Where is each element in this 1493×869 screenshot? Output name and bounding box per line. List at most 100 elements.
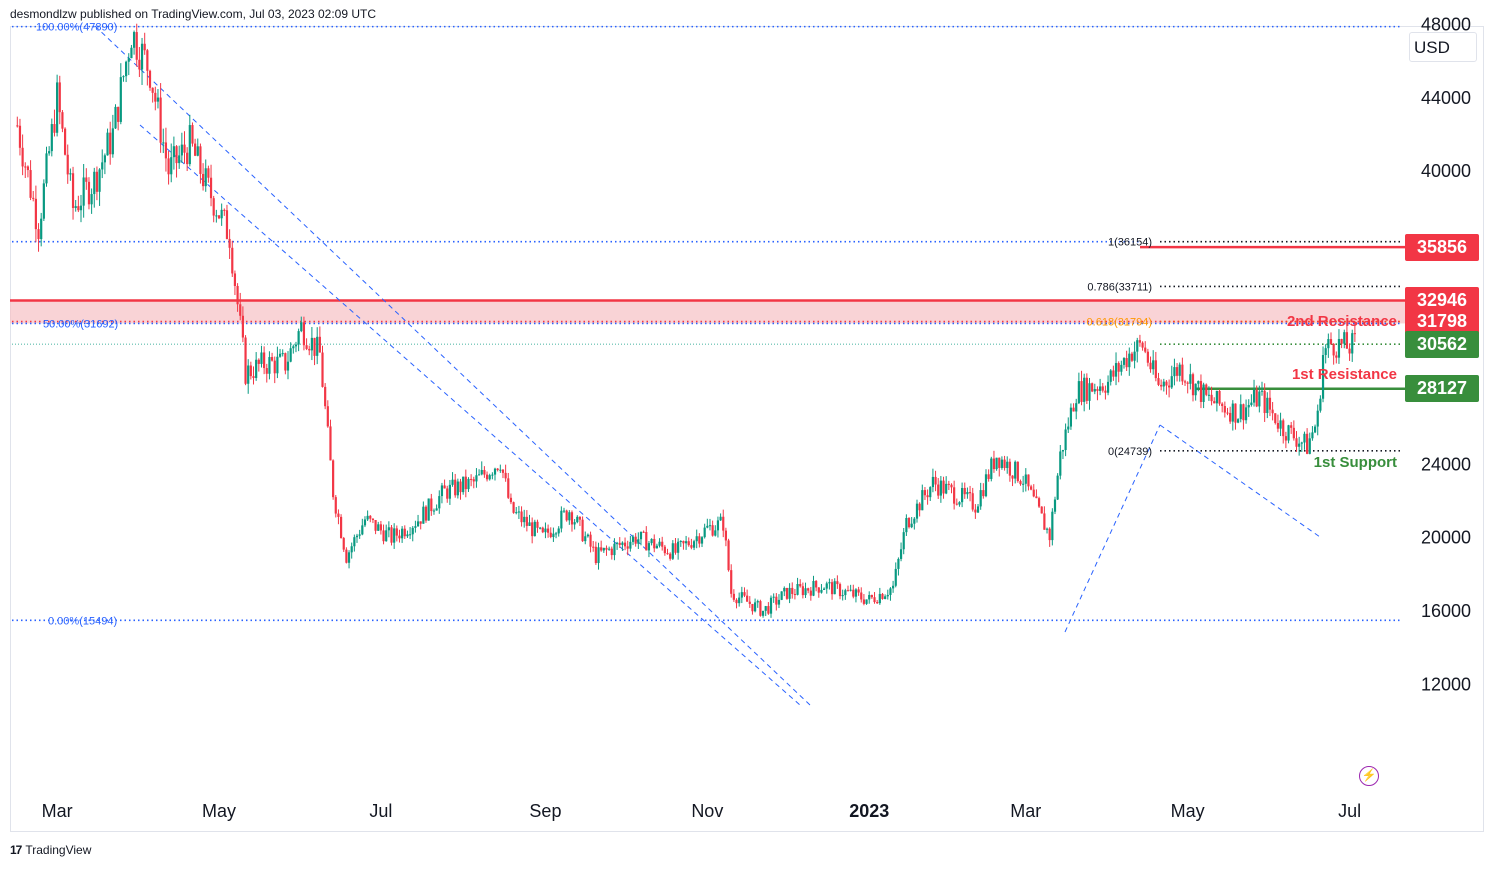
- candle-body-37: [114, 106, 117, 129]
- candle-body-125: [347, 552, 351, 563]
- candle-body-477: [1282, 420, 1285, 437]
- candle-body-354: [955, 503, 958, 505]
- candle-body-47: [140, 43, 144, 70]
- candle-body-240: [653, 538, 656, 549]
- candle-body-250: [679, 540, 682, 542]
- fib-label-0: 100.00%(47890): [36, 22, 117, 34]
- candle-body-243: [661, 541, 664, 547]
- tradingview-logo[interactable]: 17 TradingView: [10, 843, 91, 857]
- candle-body-444: [1194, 383, 1197, 396]
- x-tick-3: Sep: [529, 801, 561, 821]
- candle-body-322: [870, 595, 873, 598]
- candle-body-495: [1329, 339, 1333, 344]
- candle-body-223: [608, 548, 611, 550]
- candle-body-90: [255, 359, 258, 378]
- candle-body-69: [199, 146, 202, 174]
- candle-body-364: [982, 490, 985, 497]
- candle-body-77: [220, 209, 223, 219]
- candle-body-503: [1351, 333, 1354, 354]
- candle-body-368: [992, 458, 996, 470]
- candle-body-496: [1332, 343, 1335, 356]
- candle-body-330: [892, 585, 895, 589]
- candle-body-94: [265, 368, 268, 374]
- candle-body-320: [865, 599, 868, 604]
- candle-body-145: [401, 528, 404, 539]
- candle-body-31: [98, 169, 101, 192]
- candle-body-307: [830, 582, 834, 595]
- candle-body-294: [796, 584, 799, 595]
- candle-body-212: [578, 516, 582, 520]
- fib-label-3: 1(36154): [1108, 237, 1152, 249]
- candle-body-99: [278, 353, 282, 357]
- currency-button[interactable]: USD: [1409, 32, 1477, 62]
- price-badge-28127: 28127: [1405, 375, 1479, 403]
- candle-body-28: [90, 194, 93, 205]
- candle-body-228: [621, 542, 624, 545]
- candle-body-170: [467, 478, 470, 490]
- candle-body-338: [913, 518, 916, 524]
- candle-body-450: [1210, 394, 1213, 402]
- candle-body-237: [645, 532, 648, 551]
- candle-body-488: [1311, 432, 1314, 439]
- candle-body-257: [698, 536, 701, 544]
- candle-body-165: [454, 479, 457, 496]
- candle-body-489: [1313, 426, 1317, 433]
- candle-body-68: [196, 146, 199, 156]
- candle-body-401: [1080, 381, 1083, 402]
- candle-body-10: [42, 183, 45, 219]
- candle-body-268: [727, 540, 730, 571]
- candle-body-208: [568, 512, 571, 521]
- resistance-zone: [10, 300, 1405, 324]
- candle-body-159: [438, 496, 441, 509]
- candle-body-115: [321, 352, 324, 387]
- candle-body-111: [310, 337, 313, 351]
- candle-body-426: [1146, 351, 1149, 363]
- candle-body-427: [1149, 362, 1152, 370]
- candle-body-30: [95, 171, 99, 192]
- candle-body-140: [387, 527, 390, 531]
- candle-body-225: [613, 543, 616, 556]
- candle-body-118: [329, 426, 332, 461]
- candle-body-0: [16, 125, 19, 127]
- candle-body-78: [223, 209, 226, 211]
- x-tick-6: Mar: [1010, 801, 1041, 821]
- candle-body-275: [746, 595, 749, 602]
- candle-body-425: [1144, 347, 1147, 352]
- candle-body-29: [93, 171, 96, 195]
- candle-body-203: [554, 533, 558, 535]
- candle-body-202: [552, 533, 555, 538]
- fib-label-2: 0.00%(15494): [48, 615, 117, 627]
- candle-body-342: [923, 490, 927, 496]
- lightning-icon[interactable]: ⚡: [1359, 766, 1379, 786]
- candle-body-50: [148, 70, 152, 88]
- candle-body-206: [562, 510, 566, 512]
- candle-body-136: [377, 524, 380, 531]
- candle-body-168: [462, 476, 465, 493]
- candle-body-289: [783, 587, 786, 592]
- candle-body-274: [743, 592, 746, 596]
- candle-body-352: [950, 484, 953, 488]
- candle-body-130: [361, 525, 364, 535]
- candle-body-299: [809, 590, 812, 596]
- candle-body-252: [684, 541, 688, 544]
- candle-body-100: [281, 353, 284, 355]
- candle-body-151: [416, 521, 420, 527]
- candle-body-410: [1104, 390, 1107, 393]
- candle-body-324: [876, 602, 879, 604]
- candle-body-124: [345, 549, 348, 563]
- candle-body-405: [1091, 383, 1094, 392]
- candle-body-260: [706, 525, 709, 528]
- candle-body-221: [602, 547, 605, 551]
- candle-body-389: [1048, 528, 1051, 541]
- candle-body-349: [942, 480, 945, 494]
- candle-body-475: [1276, 422, 1280, 429]
- candle-body-377: [1016, 461, 1019, 482]
- candle-body-416: [1120, 364, 1123, 372]
- candle-body-265: [719, 516, 722, 521]
- candle-body-72: [207, 168, 210, 178]
- candle-body-86: [244, 337, 247, 384]
- candle-body-439: [1181, 364, 1184, 382]
- candle-body-402: [1083, 377, 1086, 402]
- candle-body-431: [1160, 384, 1163, 387]
